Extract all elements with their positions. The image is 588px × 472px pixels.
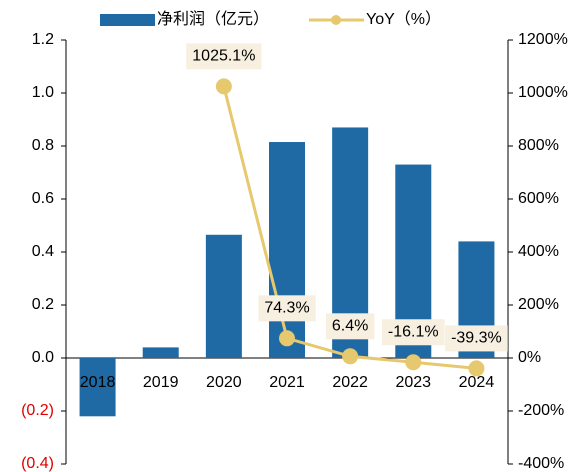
line-point [279, 330, 295, 347]
label-box [325, 313, 375, 340]
bar [205, 234, 242, 358]
x-tick-label: 2023 [395, 374, 431, 391]
y-tick-label: (0.4) [21, 455, 54, 472]
line-point [342, 348, 359, 365]
y2-tick-label: 1000% [518, 84, 568, 101]
legend-label: 净利润（亿元） [157, 10, 269, 28]
line-point [215, 78, 232, 95]
y2-tick-label: -200% [518, 402, 564, 419]
line-point [468, 360, 485, 377]
x-tick-label: 2020 [206, 374, 242, 391]
data-label: 1025.1% [192, 48, 255, 65]
label-box [381, 319, 445, 346]
x-tick-label: 2022 [332, 374, 368, 391]
data-label: -39.3% [451, 330, 502, 347]
bar [142, 347, 179, 358]
y-tick-label: 1.2 [32, 31, 54, 48]
y2-tick-label: -400% [518, 455, 564, 472]
x-tick-label: 2021 [269, 374, 305, 391]
label-box [186, 43, 262, 70]
data-label: -16.1% [388, 323, 439, 340]
legend-swatch [331, 15, 342, 25]
data-label: 6.4% [332, 318, 368, 335]
y2-tick-label: 0% [518, 349, 541, 366]
line-point [405, 354, 422, 371]
y-tick-label: (0.2) [21, 402, 54, 419]
y2-tick-label: 800% [518, 137, 559, 154]
bar [79, 358, 116, 417]
y2-tick-label: 400% [518, 243, 559, 260]
legend-label: YoY（%） [366, 10, 441, 28]
data-label: 74.3% [264, 300, 309, 317]
y-tick-label: 0.2 [32, 296, 54, 313]
y2-tick-label: 200% [518, 296, 559, 313]
label-box [258, 295, 316, 322]
y-tick-label: 1.0 [32, 84, 54, 101]
y-tick-label: 0.6 [32, 190, 54, 207]
y-tick-label: 0.8 [32, 137, 54, 154]
y-tick-label: 0.4 [32, 243, 54, 260]
y2-tick-label: 1200% [518, 31, 568, 48]
label-box [445, 325, 508, 352]
legend-swatch [100, 14, 155, 26]
y2-tick-label: 600% [518, 190, 559, 207]
y-tick-label: 0.0 [32, 349, 54, 366]
x-tick-label: 2019 [143, 374, 179, 391]
bar [269, 142, 305, 358]
x-tick-label: 2018 [80, 374, 116, 391]
x-tick-label: 2024 [459, 374, 495, 391]
